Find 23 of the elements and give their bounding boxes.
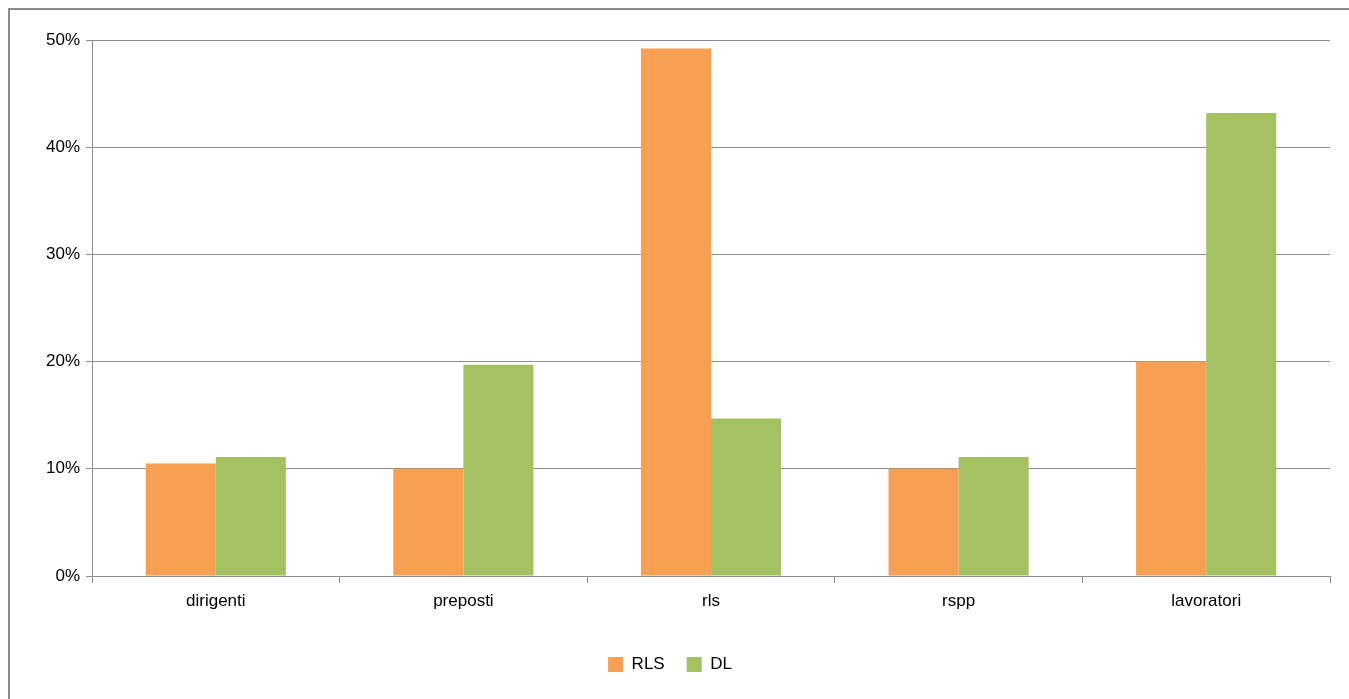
bar [640, 48, 711, 576]
y-tick-label: 0% [55, 565, 80, 585]
y-tick-label: 40% [45, 136, 80, 156]
x-tick-label: rspp [942, 590, 976, 610]
legend-label: RLS [631, 654, 665, 674]
x-tick-label: rls [702, 590, 720, 610]
x-tick-label: preposti [433, 590, 494, 610]
bar [393, 468, 464, 576]
x-tick-label: dirigenti [186, 590, 246, 610]
bar [711, 418, 782, 576]
bar [463, 364, 534, 576]
y-tick-label: 50% [45, 29, 80, 49]
bar [958, 457, 1029, 576]
bar [1206, 112, 1277, 576]
y-tick-label: 20% [45, 351, 80, 371]
x-tick-label: lavoratori [1171, 590, 1242, 610]
legend-label: DL [710, 654, 732, 674]
bar [888, 468, 959, 576]
bar [145, 463, 216, 576]
bar [215, 457, 286, 576]
y-tick-label: 30% [45, 244, 80, 264]
bar [1136, 361, 1207, 576]
y-tick-label: 10% [45, 458, 80, 478]
